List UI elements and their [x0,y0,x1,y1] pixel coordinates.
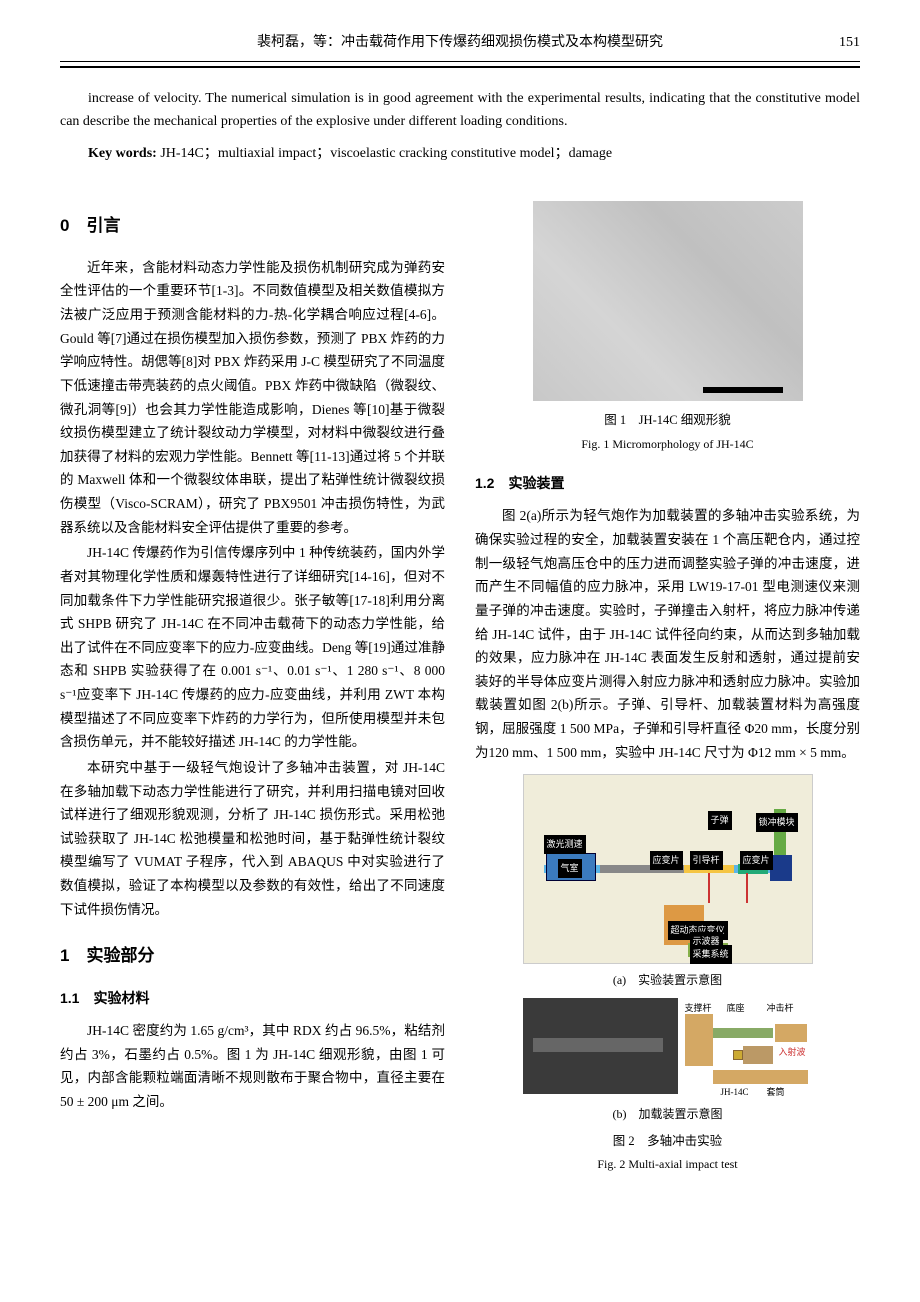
fig2b-base [713,1070,808,1084]
fig2a-label-daq: 采集系统 [690,945,732,963]
fig2a-label-laser: 激光测速 [544,835,586,853]
fig2b-photo-rod [533,1038,663,1052]
abstract-text: increase of velocity. The numerical simu… [60,88,860,133]
keywords-text: JH-14C；multiaxial impact；viscoelastic cr… [160,146,612,161]
header-rule [60,66,860,68]
figure-2b-schematic: 支撑杆 底座 冲击杆 入射波 JH-14C 套筒 [523,998,813,1098]
fig2b-sleeve [743,1046,773,1064]
subsection-1-2-title: 实验装置 [508,475,564,491]
figure-2b-diagram: 支撑杆 底座 冲击杆 入射波 JH-14C 套筒 [683,998,813,1094]
subsection-1-1-heading: 1.1 实验材料 [60,986,445,1011]
subsection-1-2-num: 1.2 [475,475,494,491]
page-header: 裴柯磊，等：冲击载荷作用下传爆药细观损伤模式及本构模型研究 151 [60,30,860,62]
right-column: 图 1 JH-14C 细观形貌 Fig. 1 Micromorphology o… [475,191,860,1191]
fig2b-impact-rod [713,1028,773,1038]
subsection-1-2-heading: 1.2 实验装置 [475,471,860,496]
fig2a-label-lock: 锁冲模块 [756,813,798,831]
figure-2a-schematic: 激光测速 气室 应变片 引导杆 应变片 子弹 超动态应变仪 示波器 采集系统 锁… [523,774,813,964]
section-1-title: 实验部分 [86,946,154,965]
fig2b-label-base: 底座 [727,1000,745,1016]
fig2b-support [685,1014,713,1066]
fig2a-target [770,855,792,881]
section-0-heading: 0 引言 [60,211,445,242]
keywords-line: Key words: JH-14C；multiaxial impact；visc… [60,141,860,166]
fig2b-sample [733,1050,743,1060]
figure-2b-caption: (b) 加载装置示意图 [475,1104,860,1126]
figure-1-image [533,201,803,401]
intro-para-1: 近年来，含能材料动态力学性能及损伤机制研究成为弹药安全性评估的一个重要环节[1-… [60,256,445,540]
header-title: 裴柯磊，等：冲击载荷作用下传爆药细观损伤模式及本构模型研究 [257,35,663,50]
fig2b-label-impact: 冲击杆 [767,1000,794,1016]
figure-2-caption-cn: 图 2 多轴冲击实验 [475,1130,860,1153]
subsection-1-1-title: 实验材料 [93,990,149,1006]
fig2b-label-support: 支撑杆 [685,1000,712,1016]
section-1-num: 1 [60,946,69,965]
fig2b-label-incident: 入射波 [779,1044,806,1060]
intro-para-2: JH-14C 传爆药作为引信传爆序列中 1 种传统装药，国内外学者对其物理化学性… [60,541,445,754]
device-para: 图 2(a)所示为轻气炮作为加载装置的多轴冲击实验系统，为确保实验过程的安全，加… [475,504,860,764]
figure-1: 图 1 JH-14C 细观形貌 Fig. 1 Micromorphology o… [475,201,860,455]
two-column-layout: 0 引言 近年来，含能材料动态力学性能及损伤机制研究成为弹药安全性评估的一个重要… [60,191,860,1191]
scale-bar [703,387,783,393]
fig2a-label-bullet: 子弹 [708,811,732,829]
fig2b-label-sample: JH-14C [721,1084,749,1100]
material-para: JH-14C 密度约为 1.65 g/cm³，其中 RDX 约占 96.5%，粘… [60,1019,445,1114]
section-0-num: 0 [60,216,69,235]
page-number: 151 [839,30,860,55]
section-0-title: 引言 [86,216,120,235]
left-column: 0 引言 近年来，含能材料动态力学性能及损伤机制研究成为弹药安全性评估的一个重要… [60,191,445,1191]
figure-2a-caption: (a) 实验装置示意图 [475,970,860,992]
keywords-label: Key words: [88,146,157,161]
fig2b-label-sleeve: 套筒 [767,1084,785,1100]
fig2a-label-strain2: 应变片 [740,851,773,869]
figure-2-caption-en: Fig. 2 Multi-axial impact test [475,1154,860,1176]
figure-1-caption-cn: 图 1 JH-14C 细观形貌 [475,409,860,432]
fig2a-label-strain1: 应变片 [650,851,683,869]
figure-1-caption-en: Fig. 1 Micromorphology of JH-14C [475,434,860,456]
fig2a-label-chamber: 气室 [558,859,582,877]
fig2b-incident [775,1024,807,1042]
section-1-heading: 1 实验部分 [60,941,445,972]
intro-para-3: 本研究中基于一级轻气炮设计了多轴冲击装置，对 JH-14C 在多轴加载下动态力学… [60,756,445,921]
subsection-1-1-num: 1.1 [60,990,79,1006]
fig2a-label-guide: 引导杆 [690,851,723,869]
figure-2b-photo [523,998,678,1094]
figure-2: 激光测速 气室 应变片 引导杆 应变片 子弹 超动态应变仪 示波器 采集系统 锁… [475,774,860,1175]
fig2a-wires [708,873,748,903]
